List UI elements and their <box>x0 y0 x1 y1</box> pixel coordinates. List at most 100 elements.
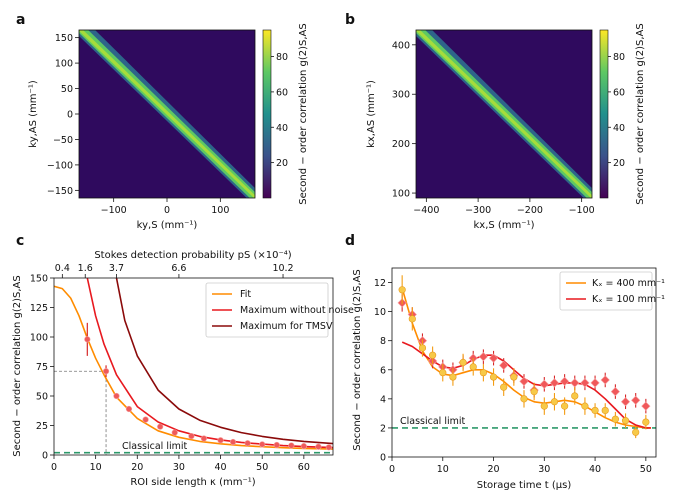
heatmap-b-ylabel: kx,AS (mm⁻¹) <box>366 80 377 148</box>
k100-point <box>631 395 641 405</box>
y-tick-label: 2 <box>380 423 386 434</box>
x-tick-label: 0 <box>51 462 57 473</box>
data-point <box>325 444 332 451</box>
x-tick-label: 30 <box>173 462 185 473</box>
x-tick-label: −400 <box>413 205 439 216</box>
x-tick-label: 10 <box>437 464 449 475</box>
panel-c: Stokes detection probability pS (×10⁻⁴) … <box>12 250 354 488</box>
colorbar-tick-label: 80 <box>276 52 288 63</box>
y-tick-label: 200 <box>392 139 410 150</box>
k100-point <box>499 360 509 371</box>
x-tick-label: −100 <box>101 205 127 216</box>
panel-d-legend-box <box>559 271 653 311</box>
y-tick-label: 25 <box>36 421 48 432</box>
k100-point <box>539 379 549 389</box>
x-tick-label: −300 <box>465 205 491 216</box>
legend-tmsv-label: Maximum for TMSV <box>240 321 333 332</box>
k100-point <box>549 378 560 388</box>
y-tick-label: 300 <box>392 90 410 101</box>
panel-a: −100 0 100 −150 −100 −50 0 50 100 150 ky,S (mm⁻¹)… <box>28 23 309 231</box>
series-line-fit <box>54 285 333 450</box>
panel-c-letter: c <box>16 233 24 249</box>
k400-point <box>429 351 437 359</box>
k400-point <box>581 402 589 410</box>
k400-point <box>632 428 640 436</box>
colorbar-tick-label: 80 <box>613 52 625 63</box>
data-point <box>142 416 149 423</box>
panel-d-ylabel: Second − order correlation g(2)S,AS <box>352 269 363 450</box>
x-tick-label: 50 <box>256 462 268 473</box>
k100-point <box>620 397 631 407</box>
panel-d-letter: d <box>345 233 355 249</box>
x-tick-label: 30 <box>538 464 550 475</box>
panel-b: −400 −300 −200 −100 100 200 300 400 kx,S (mm⁻¹)… <box>366 23 646 231</box>
colorbar-a <box>262 29 272 199</box>
k400-point <box>591 406 599 415</box>
k400-point <box>642 418 650 426</box>
data-point <box>84 336 91 343</box>
data-point <box>273 441 280 449</box>
x-tick-label: −100 <box>569 205 595 216</box>
panel-d: 0 10 20 30 40 50 0 2 4 6 8 10 12 Storage time t (μs)… <box>352 267 665 491</box>
y-tick-label: −50 <box>53 135 73 146</box>
y-tick-label: 0 <box>67 110 73 121</box>
k400-point <box>439 369 447 377</box>
k400-point <box>520 395 528 403</box>
k100-point <box>519 376 529 387</box>
x-tick-label: 20 <box>131 462 143 473</box>
y-tick-label: 100 <box>30 333 48 344</box>
x-tick-label: 50 <box>640 464 652 475</box>
y-tick-label: 125 <box>30 303 48 314</box>
colorbar-tick-label: 40 <box>613 123 625 134</box>
x-tick-label: 0 <box>389 464 395 475</box>
x-tick-label: 40 <box>589 464 601 475</box>
colorbar-a-label: Second − order correlation g(2)S,AS <box>298 23 309 204</box>
k400-point <box>611 415 619 423</box>
x-tick-label: 60 <box>298 462 310 473</box>
data-point <box>229 438 237 446</box>
x-tick-label: 0 <box>164 205 170 216</box>
k100-point <box>478 352 489 362</box>
panel-d-classical-limit: Classical limit <box>400 416 466 427</box>
x-tick-label: 20 <box>487 464 499 475</box>
k100-point <box>610 386 621 397</box>
y-tick-label: 6 <box>380 365 386 376</box>
panel-c-plot-area <box>54 278 333 451</box>
k400-point <box>398 286 406 294</box>
heatmap-a-ylabel: ky,AS (mm⁻¹) <box>28 80 39 148</box>
y-tick-label: 8 <box>380 336 386 347</box>
k100-point <box>641 401 651 411</box>
panel-c-classical-limit: Classical limit <box>122 441 188 452</box>
k400-point <box>530 387 538 396</box>
y-tick-label: −100 <box>47 160 73 171</box>
panel-d-xlabel: Storage time t (μs) <box>477 480 572 491</box>
y-tick-label: 10 <box>374 307 386 318</box>
y-tick-label: 100 <box>392 189 410 200</box>
y-tick-label: 50 <box>61 84 73 95</box>
k100-point <box>600 375 610 385</box>
colorbar-tick-label: 40 <box>276 123 288 134</box>
heatmap-a-xlabel: ky,S (mm⁻¹) <box>137 220 198 231</box>
panel-c-frame <box>53 277 334 456</box>
data-point <box>315 443 322 450</box>
panel-c-legend: Fit Maximum without noise Maximum for TM… <box>205 282 354 338</box>
x-tick-label: 100 <box>211 205 229 216</box>
data-point <box>171 429 178 436</box>
x-tick-label: 10 <box>90 462 102 473</box>
k100-point <box>488 353 499 363</box>
data-point <box>300 443 307 450</box>
k400-point <box>489 373 498 381</box>
colorbar-tick-label: 20 <box>276 158 288 169</box>
k400-point <box>459 358 467 367</box>
k400-point <box>510 373 518 381</box>
k400-point <box>571 392 579 400</box>
k100-point <box>559 376 570 387</box>
k400-point <box>550 398 559 406</box>
colorbar-b-label: Second − order correlation g(2)S,AS <box>635 23 646 204</box>
k400-point <box>469 363 477 371</box>
y-tick-label: 150 <box>30 274 48 285</box>
k400-point <box>500 383 508 391</box>
y-tick-label: 100 <box>55 59 73 70</box>
y-tick-label: 0 <box>42 451 48 462</box>
